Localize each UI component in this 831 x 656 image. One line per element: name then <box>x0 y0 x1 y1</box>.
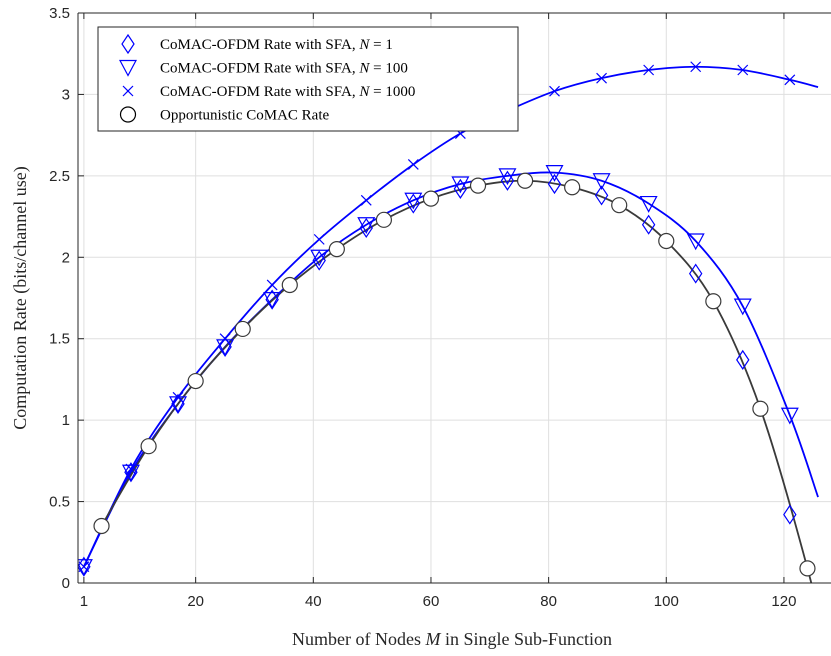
y-tick-label: 2 <box>62 249 70 266</box>
point-x-2 <box>219 333 231 345</box>
y-tick-label: 0 <box>62 575 70 592</box>
point-triangle-down-1 <box>686 233 705 251</box>
legend-marker-3 <box>119 106 137 123</box>
point-x-2 <box>784 74 796 86</box>
point-triangle-down-1 <box>357 217 376 234</box>
x-tick-label: 60 <box>423 593 440 610</box>
legend-label-1: CoMAC-OFDM Rate with SFA, N = 100 <box>160 61 408 77</box>
point-circle-3 <box>328 241 345 258</box>
point-triangle-down-1 <box>451 176 470 194</box>
point-triangle-down-1 <box>78 559 93 576</box>
legend-marker-0 <box>121 33 135 55</box>
point-diamond-0 <box>594 185 609 206</box>
point-triangle-down-1 <box>263 292 282 309</box>
point-x-2 <box>125 463 137 475</box>
point-diamond-0 <box>547 173 562 195</box>
legend-label-3: Opportunistic CoMAC Rate <box>160 108 330 124</box>
x-axis-label: Number of Nodes M in Single Sub-Function <box>292 629 612 649</box>
point-triangle-down-1 <box>639 195 658 213</box>
point-circle-3 <box>611 197 628 214</box>
point-diamond-0 <box>500 170 515 191</box>
point-circle-3 <box>469 177 487 194</box>
x-tick-label: 40 <box>305 593 322 610</box>
x-tick-label: 1 <box>80 593 88 610</box>
y-axis-label: Computation Rate (bits/channel use) <box>10 166 31 429</box>
x-tick-label: 20 <box>187 593 204 610</box>
point-x-2 <box>313 233 325 245</box>
point-x-2 <box>266 279 278 291</box>
point-triangle-down-1 <box>216 339 235 357</box>
point-triangle-down-1 <box>404 192 423 210</box>
point-triangle-down-1 <box>310 249 329 267</box>
x-tick-label: 100 <box>654 593 679 610</box>
legend-box <box>97 26 519 132</box>
point-diamond-0 <box>736 349 750 370</box>
point-diamond-0 <box>641 214 656 235</box>
point-x-2 <box>643 64 655 76</box>
point-triangle-down-1 <box>733 298 752 316</box>
point-x-2 <box>78 561 90 573</box>
point-circle-3 <box>234 320 251 338</box>
point-x-2 <box>360 194 372 206</box>
y-tick-label: 3.5 <box>49 5 70 22</box>
point-triangle-down-1 <box>498 168 517 186</box>
point-circle-3 <box>422 190 440 207</box>
point-circle-3 <box>752 400 769 417</box>
legend-marker-2 <box>122 85 134 97</box>
point-circle-3 <box>93 517 110 535</box>
point-x-2 <box>596 72 607 84</box>
point-x-2 <box>549 85 560 97</box>
point-triangle-down-1 <box>780 407 799 425</box>
point-circle-3 <box>658 232 675 250</box>
point-diamond-0 <box>783 504 797 525</box>
point-circle-3 <box>187 372 204 390</box>
point-x-2 <box>737 64 749 76</box>
legend: CoMAC-OFDM Rate with SFA, N = 1 CoMAC-OFD… <box>97 26 519 132</box>
point-diamond-0 <box>688 263 703 284</box>
x-tick-label: 80 <box>540 593 557 610</box>
point-x-2 <box>690 61 702 73</box>
y-tick-label: 3 <box>62 86 70 103</box>
legend-label-0: CoMAC-OFDM Rate with SFA, N = 1 <box>160 37 393 53</box>
point-circle-3 <box>281 276 298 294</box>
point-circle-3 <box>140 438 157 455</box>
point-triangle-down-1 <box>545 165 564 182</box>
x-tick-label: 120 <box>771 593 796 610</box>
point-circle-3 <box>516 172 534 189</box>
y-tick-label: 1 <box>62 412 70 429</box>
legend-marker-1 <box>119 59 137 77</box>
point-circle-3 <box>799 560 816 577</box>
point-triangle-down-1 <box>592 173 611 191</box>
legend-label-2: CoMAC-OFDM Rate with SFA, N = 1000 <box>160 84 415 100</box>
y-tick-label: 1.5 <box>49 331 70 348</box>
y-tick-label: 0.5 <box>49 494 70 511</box>
point-circle-3 <box>375 211 393 228</box>
y-tick-label: 2.5 <box>49 168 70 185</box>
axes <box>77 12 831 584</box>
point-x-2 <box>172 391 184 403</box>
point-x-2 <box>407 159 419 170</box>
point-circle-3 <box>564 179 581 196</box>
point-circle-3 <box>705 293 722 310</box>
series-markers <box>78 61 816 577</box>
point-diamond-0 <box>453 178 468 199</box>
